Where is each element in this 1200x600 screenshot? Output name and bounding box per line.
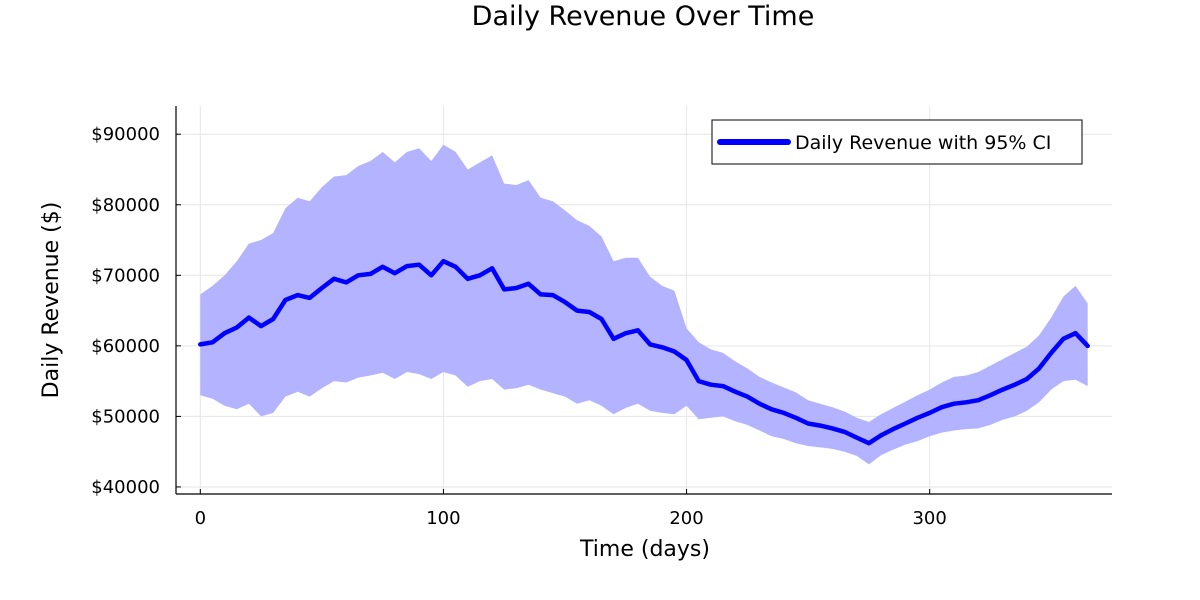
y-tick-label: $70000 [91,265,160,286]
series-line-daily-revenue [198,258,1090,446]
legend: Daily Revenue with 95% CI [711,119,1083,165]
x-tick-label: 200 [669,508,703,529]
y-tick-label: $50000 [91,406,160,427]
axes [175,106,1112,495]
tick-labels: 0 100 200 300 $40000 $50000 $60000 $70000 $80000… [91,124,947,529]
series-line-layer [198,258,1090,446]
y-tick-label: $40000 [91,477,160,498]
confidence-band-layer [200,144,1088,465]
y-tick-label: $80000 [91,195,160,216]
x-tick-label: 100 [426,508,460,529]
x-tick-label: 0 [195,508,206,529]
chart-title: Daily Revenue Over Time [472,1,815,32]
y-axis-title: Daily Revenue ($) [39,202,64,399]
y-tick-label: $90000 [91,124,160,145]
x-axis-title: Time (days) [579,537,710,562]
confidence-band [200,144,1088,465]
y-tick-label: $60000 [91,336,160,357]
x-tick-label: 300 [912,508,946,529]
legend-label: Daily Revenue with 95% CI [795,132,1051,154]
